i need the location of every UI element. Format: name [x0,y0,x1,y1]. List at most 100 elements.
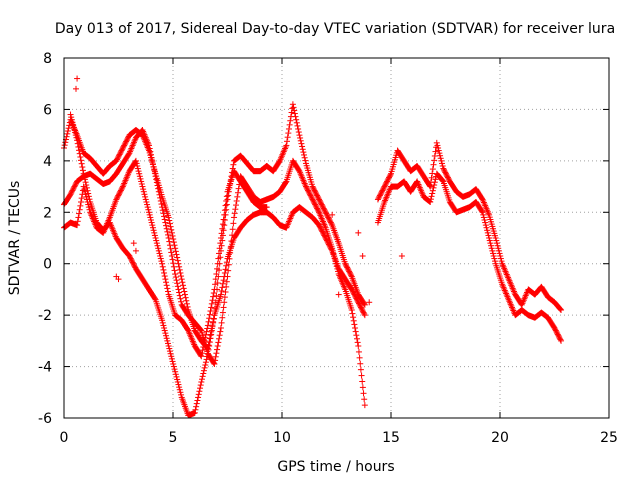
data-point [170,263,177,270]
data-point [223,283,230,290]
data-point [64,130,71,137]
data-point [151,232,158,239]
data-point [223,206,230,213]
data-point [321,233,328,240]
data-point [167,350,174,357]
data-point [435,145,442,151]
data-point [221,269,228,276]
data-point [359,253,366,259]
data-point [302,157,309,164]
data-point [215,255,222,262]
data-point [164,288,171,295]
data-point [176,384,183,391]
data-point [217,291,224,298]
data-point [217,325,224,331]
y-axis-label: SDTVAR / TECUs [7,181,23,296]
data-point [293,116,300,123]
data-point [181,291,188,298]
data-point [348,286,355,293]
data-point [205,346,212,353]
data-point [221,211,228,218]
data-point [429,190,436,197]
data-point [170,239,177,246]
data-point [169,232,176,239]
data-point [493,240,500,247]
data-point [359,308,366,315]
data-point [350,314,357,321]
data-point [314,193,321,200]
data-point [121,141,128,148]
data-point [217,235,224,241]
data-point [146,142,153,149]
data-point [352,325,359,331]
data-point [122,139,129,146]
data-point [174,257,181,264]
data-point [386,174,393,181]
data-point [149,160,156,167]
data-point [181,288,188,295]
data-point [213,292,220,299]
data-point [166,348,173,355]
data-point [287,117,294,124]
data-point [82,191,89,198]
data-point [70,186,77,193]
data-point [130,262,137,268]
data-point [300,149,307,156]
data-point [443,172,450,178]
data-point [129,259,136,266]
data-point [286,121,293,128]
data-point [431,152,438,159]
data-point [356,301,363,308]
data-point [229,165,236,172]
data-point [316,222,323,229]
data-point [166,220,173,227]
data-point [163,335,170,342]
data-point [325,240,332,247]
y-tick-label: 8 [43,51,52,67]
data-point [316,196,323,203]
data-point [151,229,158,236]
data-point [376,192,383,199]
data-point [140,188,147,195]
data-point [304,186,311,193]
data-point [65,125,72,132]
data-point [221,207,228,214]
data-point [319,202,326,209]
data-point [221,222,228,229]
data-point [141,191,148,198]
data-point [292,113,299,120]
data-point [174,254,181,261]
data-point [490,253,497,259]
data-point [167,245,174,252]
data-point [156,250,163,257]
data-point [161,269,168,276]
data-point [202,334,209,341]
data-point [231,214,238,221]
data-point [285,125,292,132]
data-point [206,339,213,346]
data-point [218,287,225,294]
data-point [160,210,167,217]
data-point [70,184,77,191]
data-point [432,148,439,155]
data-point [194,397,201,404]
data-point [72,129,79,136]
data-point [68,114,75,121]
data-point [142,196,149,203]
data-point [492,235,499,241]
data-point [164,228,171,235]
data-point [233,197,240,204]
data-point [187,412,194,419]
data-point [76,210,83,217]
data-point [166,217,173,224]
data-point [208,327,215,334]
data-point [429,187,436,194]
data-point [355,300,362,307]
data-point [80,170,87,177]
data-point [127,254,134,261]
data-point [161,327,168,334]
data-point [70,124,77,131]
data-point [555,332,562,339]
data-point [323,237,330,244]
